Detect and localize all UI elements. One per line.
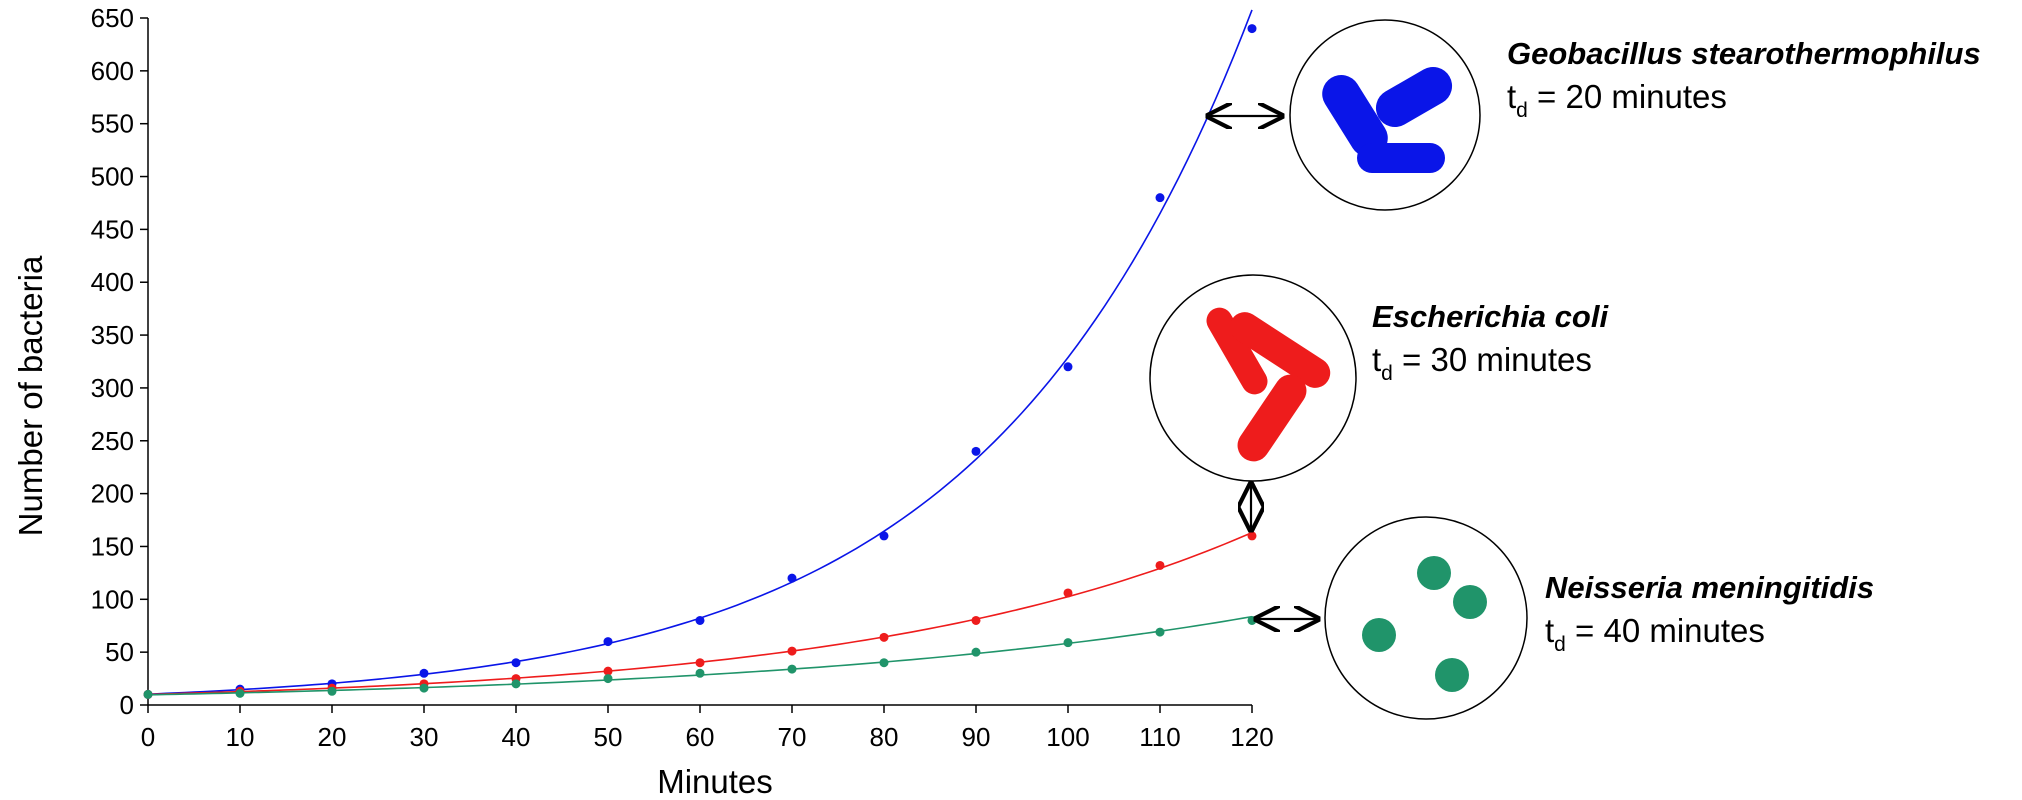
- neisseria-cell-circle: [1324, 516, 1528, 720]
- neisseria-coccus: [1362, 618, 1396, 652]
- y-tick-label: 600: [91, 56, 134, 86]
- series-2-point: [327, 686, 337, 696]
- x-axis-label: Minutes: [657, 763, 773, 800]
- x-tick-label: 40: [502, 722, 531, 752]
- td-value: = 30 minutes: [1393, 341, 1592, 378]
- series-1-point: [879, 632, 889, 642]
- x-tick-label: 0: [141, 722, 155, 752]
- geobacillus-rod: [1357, 143, 1445, 173]
- td-subscript: d: [1554, 633, 1566, 656]
- series-0-point: [1247, 24, 1257, 34]
- neisseria-illustration: [1324, 516, 1528, 720]
- x-tick-label: 50: [594, 722, 623, 752]
- series-1-point: [1155, 560, 1165, 570]
- y-tick-label: 0: [120, 690, 134, 720]
- y-tick-label: 450: [91, 214, 134, 244]
- td-value: = 20 minutes: [1528, 78, 1727, 115]
- td-prefix: t: [1507, 78, 1516, 115]
- series-layer: [143, 9, 1257, 699]
- y-tick-label: 50: [105, 637, 134, 667]
- geobacillus-illustration: [1289, 19, 1481, 211]
- neisseria-doubling-time: td = 40 minutes: [1545, 612, 1765, 656]
- series-0-point: [603, 637, 613, 647]
- td-prefix: t: [1372, 341, 1381, 378]
- x-tick-label: 120: [1230, 722, 1273, 752]
- geobacillus-doubling-time: td = 20 minutes: [1507, 78, 1727, 122]
- y-tick-label: 550: [91, 109, 134, 139]
- y-tick-label: 500: [91, 162, 134, 192]
- series-0-point: [511, 658, 521, 668]
- y-tick-label: 200: [91, 479, 134, 509]
- td-value: = 40 minutes: [1566, 612, 1765, 649]
- neisseria-coccus: [1435, 658, 1469, 692]
- series-2-point: [603, 674, 613, 684]
- series-0-point: [971, 446, 981, 456]
- series-1-point: [603, 666, 613, 676]
- series-0-point: [1155, 193, 1165, 203]
- y-tick-label: 650: [91, 3, 134, 33]
- geobacillus-species-label: Geobacillus stearothermophilus: [1507, 36, 1981, 71]
- series-1-point: [1063, 588, 1073, 598]
- y-tick-label: 150: [91, 531, 134, 561]
- x-tick-label: 60: [686, 722, 715, 752]
- escherichia-rod: [1229, 312, 1331, 388]
- geobacillus-rod: [1322, 74, 1388, 158]
- x-tick-label: 20: [318, 722, 347, 752]
- x-ticks: 0 10 20 30 40 50 60 70 80 90 100 110 120: [141, 705, 1274, 752]
- geobacillus-rod: [1375, 67, 1453, 127]
- series-2-point: [235, 688, 245, 698]
- x-tick-label: 30: [410, 722, 439, 752]
- series-2-point: [971, 647, 981, 657]
- series-1-point: [971, 615, 981, 625]
- series-2-point: [1247, 615, 1257, 625]
- td-prefix: t: [1545, 612, 1554, 649]
- y-axis-label: Number of bacteria: [12, 255, 49, 536]
- escherichia-rod: [1237, 374, 1307, 462]
- series-1-point: [787, 646, 797, 656]
- series-1-point: [1247, 531, 1257, 541]
- axes: [147, 18, 1252, 706]
- x-tick-label: 100: [1046, 722, 1089, 752]
- series-2-point: [1063, 638, 1073, 648]
- escherichia-doubling-time: td = 30 minutes: [1372, 341, 1592, 385]
- y-tick-label: 300: [91, 373, 134, 403]
- y-ticks: 0 50 100 150 200 250 300 350 400 450 500 550 600 650: [91, 3, 148, 720]
- series-2-point: [511, 679, 521, 689]
- series-2-point: [1155, 627, 1165, 637]
- y-tick-label: 250: [91, 426, 134, 456]
- x-tick-label: 10: [226, 722, 255, 752]
- neisseria-species-label: Neisseria meningitidis: [1545, 570, 1874, 605]
- series-2-point: [143, 689, 153, 699]
- td-subscript: d: [1516, 99, 1528, 122]
- series-2-point: [787, 664, 797, 674]
- series-0-point: [787, 573, 797, 583]
- series-2-point: [695, 668, 705, 678]
- series-2-point: [879, 658, 889, 668]
- series-0-point: [695, 615, 705, 625]
- series-1-point: [695, 658, 705, 668]
- series-2-point: [419, 683, 429, 693]
- x-tick-label: 70: [778, 722, 807, 752]
- y-tick-label: 100: [91, 584, 134, 614]
- x-tick-label: 80: [870, 722, 899, 752]
- y-tick-label: 350: [91, 320, 134, 350]
- neisseria-coccus: [1453, 585, 1487, 619]
- escherichia-illustration: [1149, 274, 1357, 482]
- y-tick-label: 400: [91, 267, 134, 297]
- neisseria-coccus: [1417, 556, 1451, 590]
- x-tick-label: 110: [1139, 722, 1180, 752]
- series-0-point: [879, 531, 889, 541]
- x-tick-label: 90: [962, 722, 991, 752]
- series-2-trendline: [147, 615, 1253, 696]
- series-0-point: [1063, 362, 1073, 372]
- td-subscript: d: [1381, 362, 1393, 385]
- escherichia-rod: [1206, 307, 1268, 395]
- escherichia-species-label: Escherichia coli: [1372, 299, 1609, 334]
- series-0-point: [419, 668, 429, 678]
